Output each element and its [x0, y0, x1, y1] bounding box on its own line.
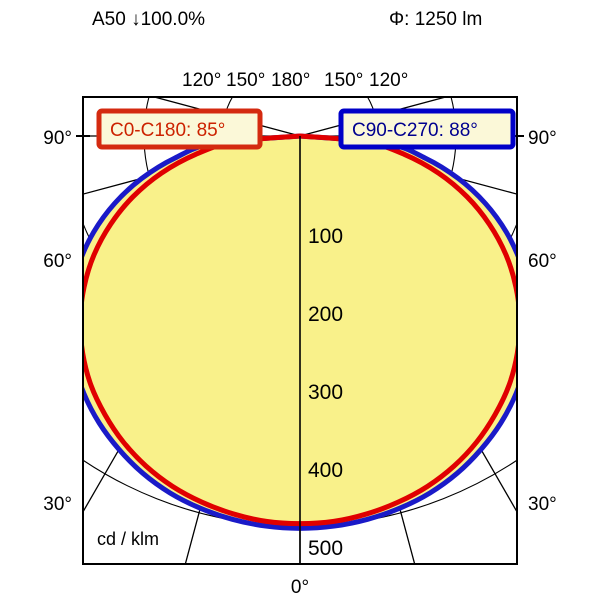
- ring-label-300: 300: [308, 381, 343, 404]
- a50-label: A50 ↓100.0%: [92, 9, 205, 30]
- ring-label-500: 500: [308, 537, 343, 560]
- right-axis-label-30: 30°: [528, 494, 557, 515]
- top-angle-label-120-left: 120°: [182, 70, 221, 91]
- legend-c0-c180-box: [96, 108, 263, 150]
- left-axis-label-90: 90°: [43, 128, 72, 149]
- plot-frame: [82, 96, 518, 565]
- top-angle-label-150-right: 150°: [324, 70, 363, 91]
- left-axis-label-60: 60°: [43, 251, 72, 272]
- right-axis-label-60: 60°: [528, 251, 557, 272]
- unit-label: cd / klm: [97, 529, 159, 549]
- ring-label-100: 100: [308, 225, 343, 248]
- right-axis-label-90: 90°: [528, 128, 557, 149]
- legend-c90-c270-label: C90-C270: 88°: [352, 120, 478, 141]
- luminous-flux-label: Φ: 1250 lm: [389, 9, 482, 30]
- bottom-angle-label-0: 0°: [291, 577, 309, 598]
- legend-c90-c270-box: [338, 108, 516, 150]
- ring-label-200: 200: [308, 303, 343, 326]
- left-axis-label-30: 30°: [43, 494, 72, 515]
- legend-c90-c270[interactable]: C90-C270: 88°: [338, 108, 516, 150]
- ring-label-400: 400: [308, 459, 343, 482]
- top-angle-label-120-right: 120°: [369, 70, 408, 91]
- legend-c0-c180[interactable]: C0-C180: 85°: [96, 108, 263, 150]
- top-angle-label-180: 180°: [271, 70, 310, 91]
- top-angle-label-150-left: 150°: [226, 70, 265, 91]
- legend-c0-c180-label: C0-C180: 85°: [110, 120, 225, 141]
